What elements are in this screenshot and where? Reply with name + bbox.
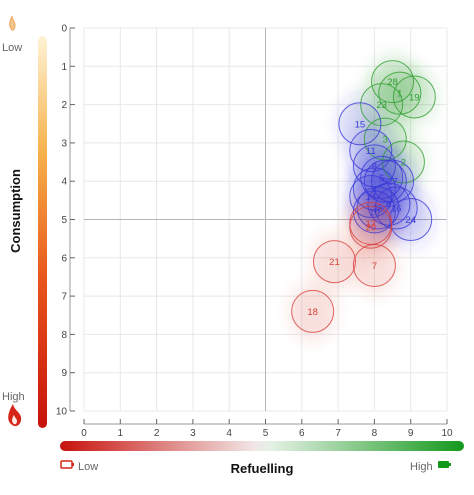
data-point-circle — [371, 60, 415, 104]
x-tick-label: 10 — [441, 428, 453, 439]
y-tick-label: 5 — [61, 215, 67, 226]
x-tick-label: 4 — [226, 428, 232, 439]
data-point-label: 9 — [383, 177, 388, 188]
data-point-label: 28 — [387, 77, 398, 88]
x-axis-title: Refuelling — [231, 461, 294, 476]
data-point-label: 1 — [397, 89, 402, 100]
x-tick-label: 2 — [154, 428, 160, 439]
data-point-label: 14 — [365, 192, 376, 203]
y-tick-label: 1 — [61, 62, 67, 73]
low-flame-icon — [9, 15, 16, 31]
y-tick-label: 4 — [61, 177, 67, 188]
x-tick-label: 7 — [335, 428, 341, 439]
data-point-circle — [349, 205, 393, 249]
x-tick-label: 6 — [299, 428, 305, 439]
consumption-gradient-bar — [38, 36, 47, 428]
y-legend-low-label: Low — [2, 42, 22, 54]
data-point-circle — [371, 159, 415, 203]
data-point-label: 3 — [383, 135, 388, 146]
y-tick-label: 9 — [61, 368, 67, 379]
x-legend-high-label: High — [410, 461, 433, 473]
data-point-label: 19 — [409, 92, 420, 103]
point-halo — [350, 235, 399, 296]
y-legend-high-label: High — [2, 391, 25, 403]
x-tick-label: 8 — [372, 428, 378, 439]
data-point-label: 5 — [386, 200, 391, 211]
data-point-label: 27 — [387, 177, 398, 188]
data-point-label: 10 — [369, 207, 380, 218]
data-point-circle — [392, 75, 436, 119]
y-tick-label: 3 — [61, 138, 67, 149]
data-point-label: 8 — [372, 161, 377, 172]
data-point-label: 21 — [329, 257, 340, 268]
data-point-label: 18 — [307, 307, 318, 318]
x-tick-label: 1 — [118, 428, 124, 439]
data-point-circle — [291, 289, 335, 333]
data-point-circle — [349, 175, 393, 219]
data-point-label: 4 — [372, 184, 377, 195]
y-tick-label: 8 — [61, 330, 67, 341]
data-point-label: 26 — [373, 204, 384, 215]
data-point-label: 2 — [401, 158, 406, 169]
data-point-circle — [338, 102, 382, 146]
data-point-circle — [381, 140, 425, 184]
data-point-circle — [312, 240, 356, 284]
data-point-label: 7 — [372, 261, 377, 272]
data-point-circle — [352, 243, 396, 287]
point-halo — [288, 281, 337, 342]
refuelling-gradient-bar — [60, 441, 464, 451]
x-tick-label: 9 — [408, 428, 414, 439]
y-tick-label: 7 — [61, 292, 67, 303]
data-point-label: 17 — [365, 219, 376, 230]
data-point-label: 24 — [405, 215, 416, 226]
y-tick-label: 0 — [61, 24, 67, 35]
low-battery-icon — [60, 460, 74, 469]
y-tick-label: 10 — [56, 407, 68, 418]
data-point-label: 23 — [376, 100, 387, 111]
high-flame-icon — [8, 404, 22, 427]
point-halo — [310, 231, 359, 292]
x-legend-low-label: Low — [78, 461, 98, 473]
high-battery-icon — [438, 461, 451, 468]
data-point-circle — [360, 83, 404, 127]
data-point-label: 16 — [391, 204, 402, 215]
y-tick-label: 2 — [61, 100, 67, 111]
y-tick-label: 6 — [61, 253, 67, 264]
data-point-label: 15 — [355, 119, 366, 130]
data-point-circle — [367, 182, 411, 226]
data-point-label: 11 — [366, 146, 376, 157]
data-point-label: 20 — [365, 223, 376, 234]
y-axis-title: Consumption — [8, 169, 23, 253]
x-tick-label: 5 — [263, 428, 269, 439]
x-tick-label: 0 — [81, 428, 87, 439]
data-point-circle — [389, 198, 433, 241]
data-point-label: 6 — [379, 173, 384, 184]
x-tick-label: 3 — [190, 428, 196, 439]
data-point-circle — [374, 186, 418, 230]
